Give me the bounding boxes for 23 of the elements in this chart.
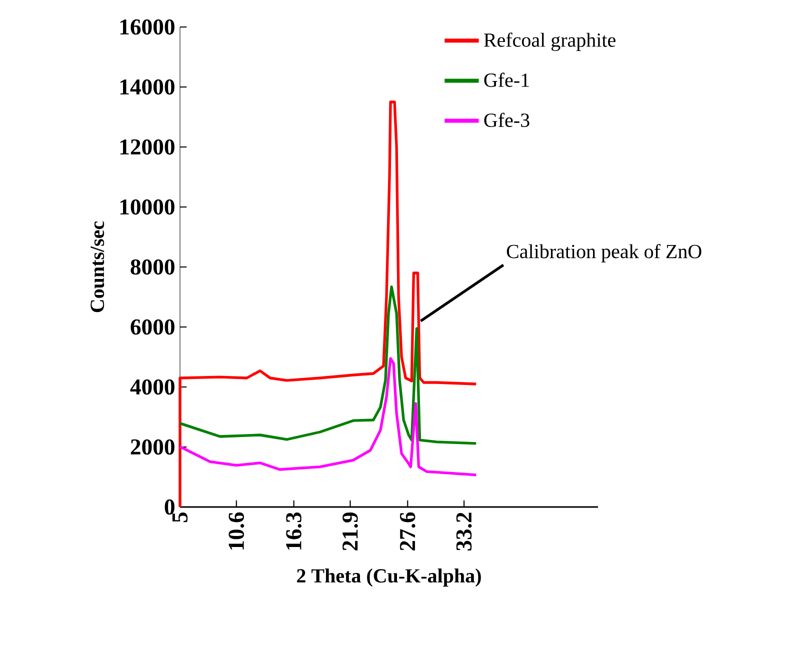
y-tick-label: 8000 [130, 259, 174, 275]
y-tick-label: 10000 [120, 199, 174, 215]
x-tick-label: 5 [172, 512, 188, 522]
x-axis-title: 2 Theta (Cu-K-alpha) [297, 568, 481, 587]
y-tick-label: 0 [164, 499, 174, 515]
y-tick-label: 4000 [130, 379, 174, 395]
y-tick-label: 12000 [120, 139, 174, 155]
annotation: Calibration peak of ZnO [506, 244, 702, 262]
y-tick-label: 14000 [120, 79, 174, 95]
x-tick-label: 16.3 [286, 512, 302, 550]
legend-label: Gfe-3 [484, 112, 530, 128]
line-series [178, 357, 478, 476]
legend-label: Gfe-1 [484, 72, 529, 87]
x-tick-label: 21.9 [342, 512, 358, 550]
y-tick-label: 16000 [120, 19, 174, 35]
y-axis-title: Counts/sec [90, 221, 104, 312]
y-tick-label: 2000 [130, 439, 174, 455]
y-tick-label: 6000 [130, 319, 174, 335]
legend-label: Refcoal graphite [484, 32, 616, 51]
x-tick-label: 27.6 [400, 512, 416, 550]
x-tick-label: 33.2 [456, 512, 472, 551]
line-series [178, 285, 478, 445]
x-tick-label: 10.6 [228, 512, 244, 550]
